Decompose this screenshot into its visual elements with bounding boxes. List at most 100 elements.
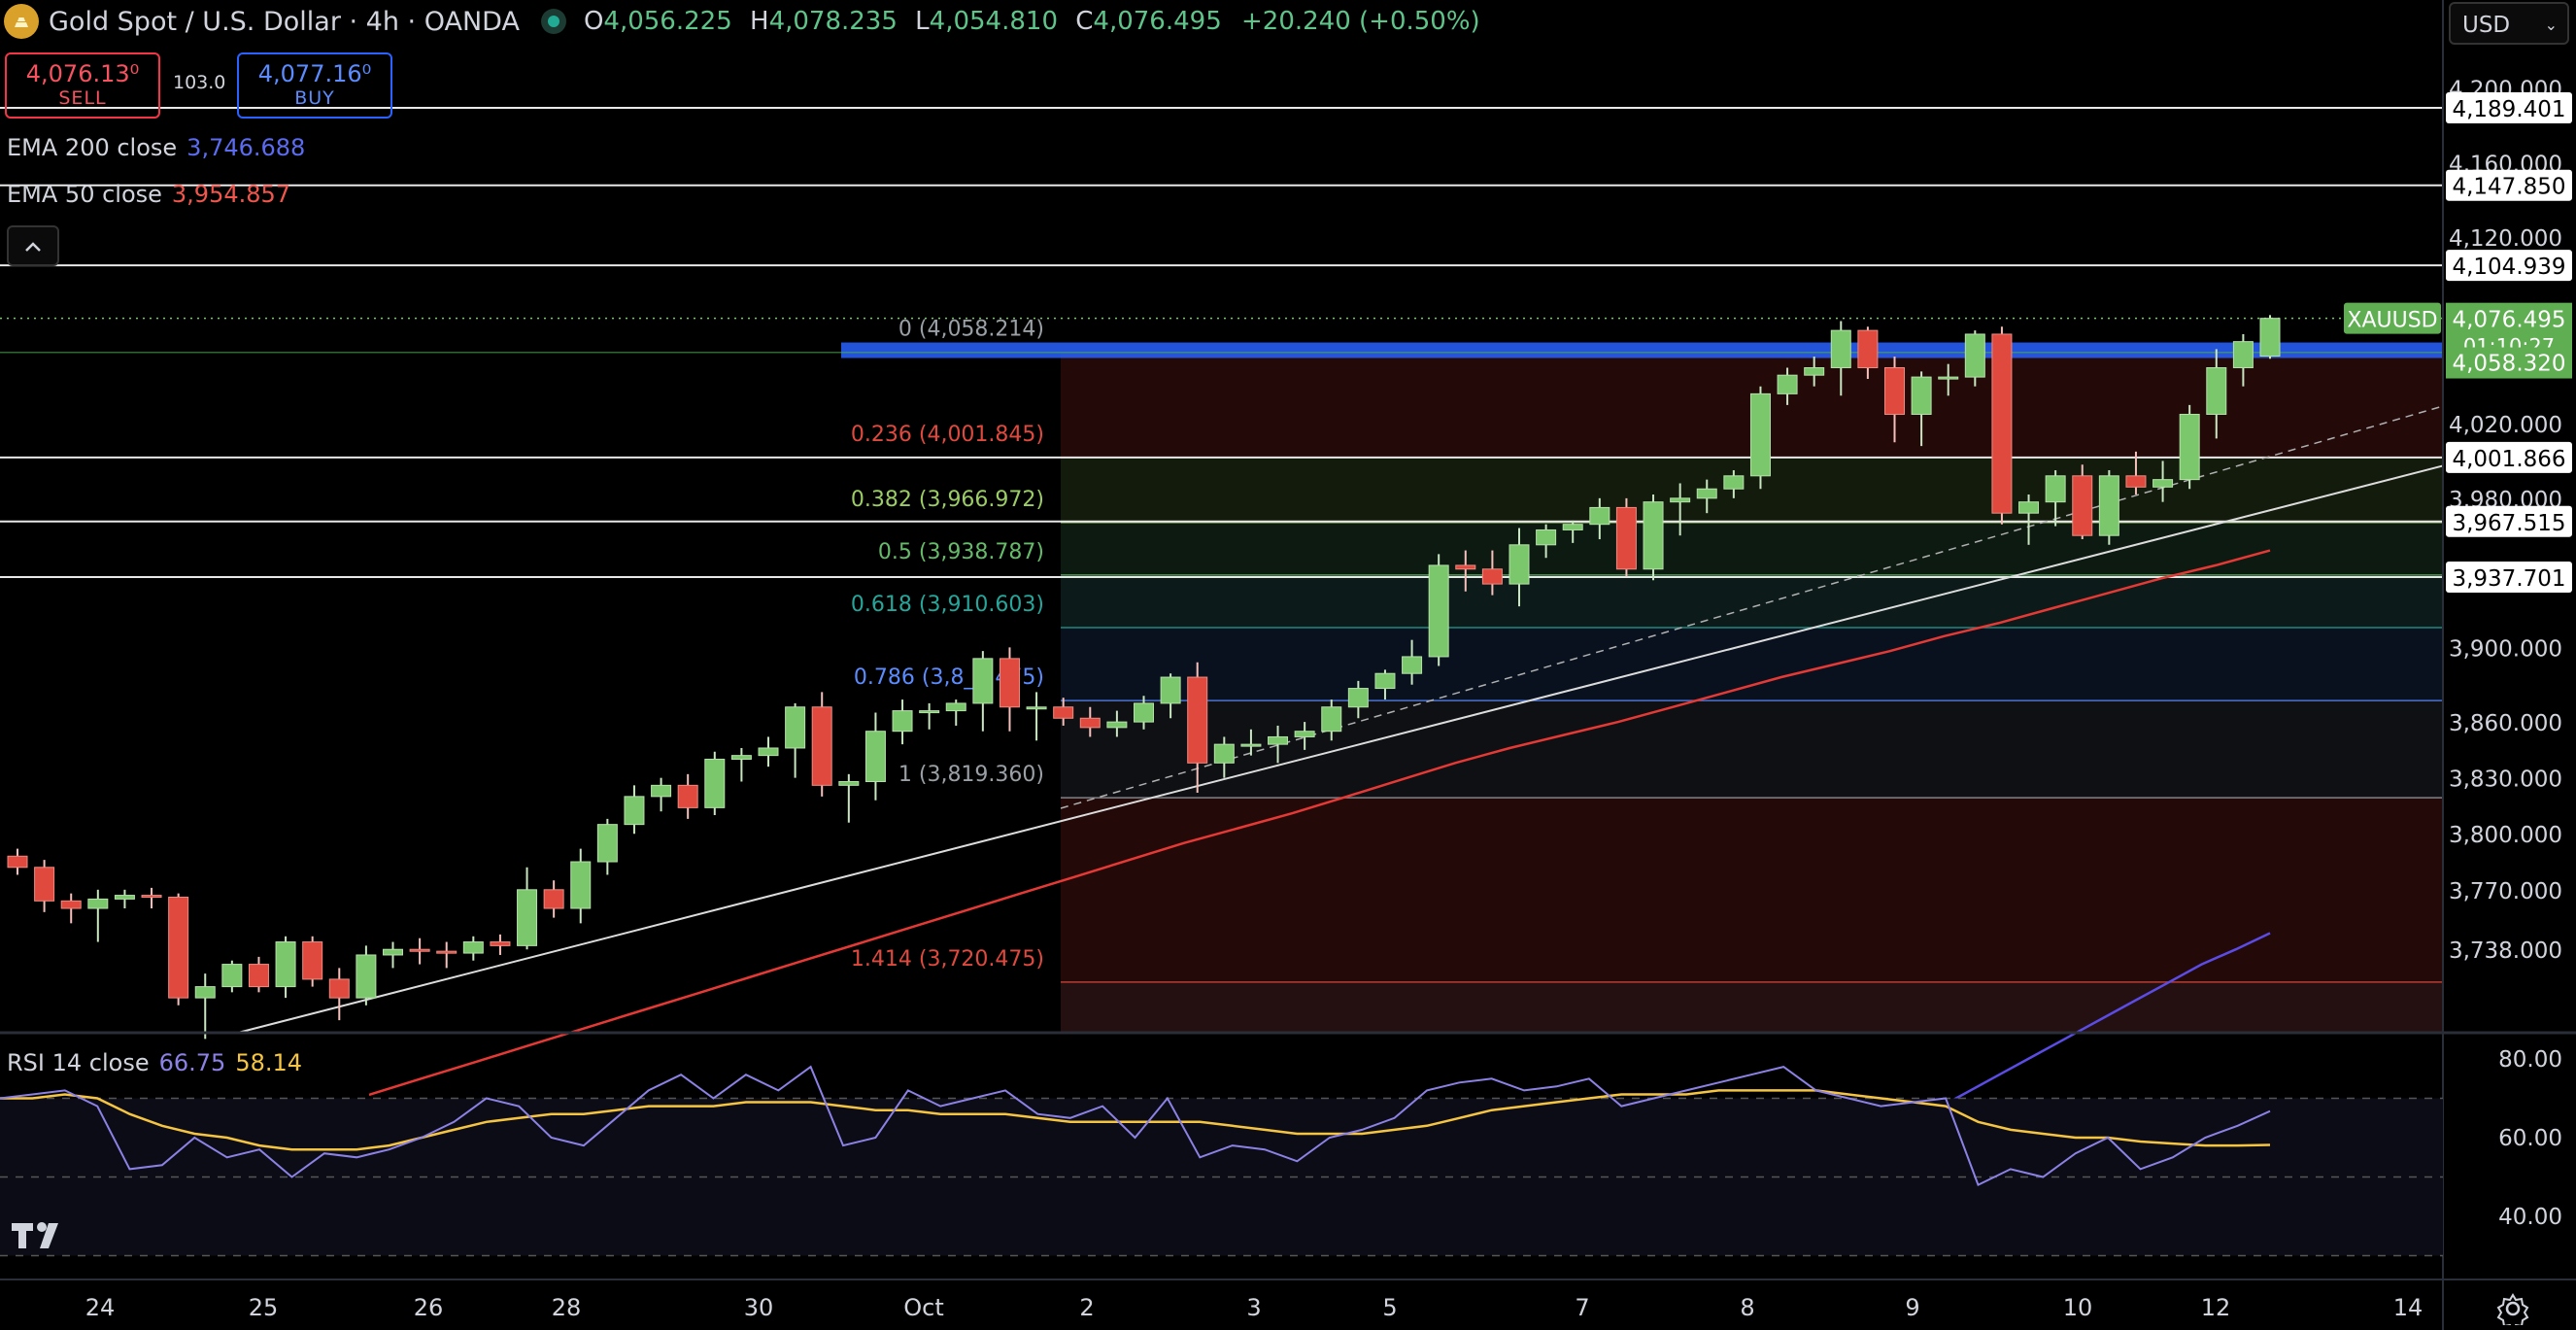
ema200-legend[interactable]: EMA 200 close 3,746.688 [7,134,306,161]
time-axis-label: 5 [1382,1294,1397,1321]
chevron-up-icon [25,242,41,252]
candle-body [141,895,162,899]
candle-body [651,784,672,798]
candle-body [1053,706,1074,719]
time-axis-label: 7 [1575,1294,1589,1321]
band-price-text: 4,058.320 [2452,352,2565,377]
candle-body [1804,367,1825,376]
candle-body [1643,501,1664,570]
price-label-box [2446,505,2572,537]
price-label-text: 3,937.701 [2452,566,2565,592]
symbol-tag [2344,302,2441,334]
price-axis-label: 3,770.000 [2449,879,2562,904]
candle-body [1589,506,1610,526]
fib-level-label: 1 (3,819.360) [898,763,1044,787]
candle-body [1321,706,1342,733]
candle-body [704,758,726,808]
candle-body [2018,501,2040,514]
symbol-title[interactable]: Gold Spot / U.S. Dollar · 4h · OANDA [49,6,520,37]
candle-body [1455,564,1476,570]
time-axis-label: 28 [552,1294,582,1321]
fib-zone [1061,574,2443,628]
rsi-legend[interactable]: RSI 14 close 66.75 58.14 [7,1049,303,1076]
candle-body [1857,329,1879,369]
candle-body [1402,656,1423,674]
time-axis-label: 3 [1246,1294,1261,1321]
candle-body [1187,676,1208,764]
sell-price: 4,076.13⁰ [25,60,140,87]
candle-body [1670,497,1691,503]
candle-body [1508,544,1530,585]
fib-zone [1061,981,2443,1033]
candle-body [864,731,886,783]
candle-body [543,889,564,909]
candle-body [1079,717,1101,729]
candle-body [838,781,860,786]
buy-button[interactable]: 4,077.16⁰ BUY [237,52,392,119]
sell-button[interactable]: 4,076.13⁰ SELL [5,52,160,119]
candle-body [999,658,1020,708]
candle-body [1268,735,1289,745]
candle-body [2206,367,2227,415]
fib-zone [1061,522,2443,575]
currency-select[interactable]: USD ⌄ [2449,2,2569,45]
candle-body [1615,506,1637,570]
candle-body [490,941,511,946]
candle-body [892,710,913,733]
candle-body [168,896,189,999]
trendline [237,464,2444,1034]
price-axis-label: 4,020.000 [2449,413,2562,438]
chevron-down-icon: ⌄ [2544,16,2558,34]
candle-body [2072,475,2093,536]
fib-level-label: 1.414 (3,720.475) [851,947,1044,972]
price-label-box [2446,169,2572,201]
buy-label: BUY [294,87,335,109]
tradingview-logo-icon[interactable] [10,1219,72,1259]
candle-body [114,895,135,900]
candle-body [1134,702,1154,723]
fib-level-label: 0 (4,058.214) [898,318,1044,342]
time-axis-label: 10 [2063,1294,2093,1321]
band-price-box [2446,347,2572,379]
time-axis-label: 14 [2393,1294,2423,1321]
time-axis-label: 9 [1905,1294,1919,1321]
candle-body [1777,374,1798,394]
last-price-text: 4,076.495 [2452,308,2565,333]
gold-symbol-icon [4,4,39,39]
candle-body [1749,392,1771,477]
candle-body [248,964,269,988]
price-label-text: 4,189.401 [2452,97,2565,122]
candle-body [811,706,832,786]
candle-body [624,796,645,826]
rsi-axis-label: 60.00 [2498,1126,2562,1151]
fib-zone [1061,627,2443,701]
ema50-legend[interactable]: EMA 50 close 3,954.857 [7,181,291,208]
time-axis-label: 12 [2201,1294,2231,1321]
rsi-axis-label: 40.00 [2498,1205,2562,1230]
candle-body [462,941,484,954]
trendline-dashed [1060,405,2444,809]
candle-body [221,964,243,988]
candle-body [1696,488,1717,499]
candle-body [1911,376,1932,415]
settings-gear-icon[interactable] [2496,1292,2529,1325]
rsi-line [0,1065,2271,1186]
candle-body [34,867,55,902]
candle-body [1481,568,1503,585]
candle-body [785,706,806,749]
price-label-text: 4,147.850 [2452,175,2565,200]
rsi-ma-line [0,1089,2271,1151]
time-axis-label: Oct [903,1294,944,1321]
candle-body [328,978,350,999]
collapse-legend-button[interactable] [7,225,59,266]
ohlc-readout: O4,056.225 H4,078.235 L4,054.810 C4,076.… [583,7,1480,36]
ema200-line [1893,932,2271,1134]
candle-body [2098,475,2119,536]
candle-body [1347,688,1369,708]
price-label-box [2446,441,2572,473]
candle-body [758,747,779,757]
ema50-line [368,549,2271,1097]
price-label-box [2446,562,2572,593]
fib-level-label: 0.382 (3,966.972) [851,488,1044,512]
